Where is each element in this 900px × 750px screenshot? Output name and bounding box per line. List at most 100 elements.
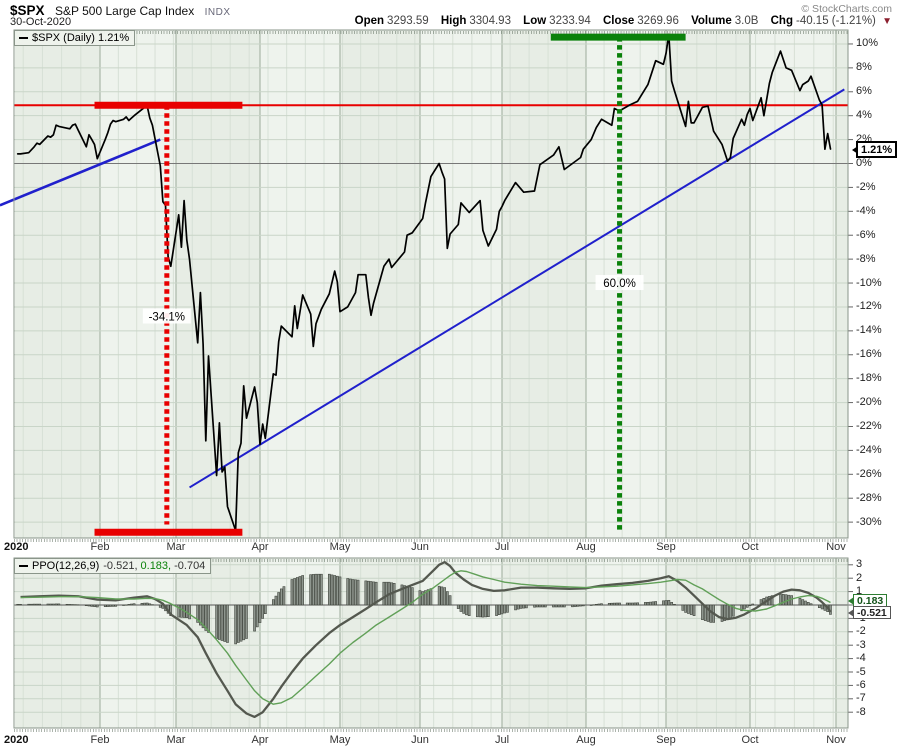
x-axis-month-label: Mar bbox=[166, 734, 186, 746]
ppo-top-tickstrip bbox=[14, 559, 848, 562]
open-label: Open bbox=[354, 15, 385, 27]
spx-line-swatch-icon bbox=[19, 37, 28, 39]
last-price-tag-label: 1.21% bbox=[861, 143, 893, 156]
y-axis-label: -8 bbox=[856, 705, 866, 718]
y-axis-label: -20% bbox=[856, 396, 882, 409]
x-axis-month-label: Sep bbox=[656, 541, 676, 553]
x-axis-month-label: Feb bbox=[90, 541, 110, 553]
low-label: Low bbox=[523, 15, 547, 27]
decline-vline-label-bg bbox=[142, 308, 191, 324]
change-down-arrow-icon: ▼ bbox=[882, 16, 892, 27]
ppo-legend-ppo-value: -0.521, bbox=[103, 560, 138, 572]
ppo-legend[interactable]: PPO(12,26,9) -0.521, 0.183, -0.704 bbox=[14, 558, 212, 574]
main-chart-legend[interactable]: $SPX (Daily) 1.21% bbox=[14, 30, 136, 46]
y-axis-label: -6 bbox=[856, 678, 866, 691]
x-axis-month-label: Oct bbox=[741, 734, 759, 746]
y-axis-label: -2 bbox=[856, 625, 866, 638]
y-axis-label: -22% bbox=[856, 419, 882, 432]
x-axis-month-label: Jul bbox=[494, 734, 510, 746]
y-axis-label: 8% bbox=[856, 61, 872, 74]
month-band bbox=[15, 558, 100, 728]
last-price-tag: 1.21% bbox=[852, 141, 898, 158]
main-top-tickstrip bbox=[14, 31, 848, 34]
low-value: 3233.94 bbox=[549, 15, 591, 27]
y-axis-label: -24% bbox=[856, 443, 882, 456]
ppo-signal-line[interactable] bbox=[20, 570, 831, 705]
month-band bbox=[100, 30, 176, 538]
x-axis-month-label: Jun bbox=[411, 541, 429, 553]
y-axis-label: 2 bbox=[856, 571, 863, 584]
x-axis-month-label: Apr bbox=[251, 734, 269, 746]
month-band bbox=[836, 558, 848, 728]
ppo-legend-name: PPO(12,26,9) bbox=[32, 560, 100, 572]
ppo-line-swatch-icon bbox=[19, 565, 28, 567]
y-axis-label: -4 bbox=[856, 652, 866, 665]
y-axis-label: -18% bbox=[856, 372, 882, 385]
ppo-line[interactable] bbox=[20, 560, 832, 719]
x-axis-month-label: Jul bbox=[494, 541, 510, 553]
month-band bbox=[750, 558, 836, 728]
y-axis-label: -8% bbox=[856, 252, 876, 265]
y-axis-label: 3 bbox=[856, 558, 863, 571]
volume-value: 3.0B bbox=[734, 15, 759, 27]
quote-summary: Open 3293.59 High 3304.93 Low 3233.94 Close… bbox=[346, 15, 892, 27]
advance-vline-label: 60.0% bbox=[603, 278, 636, 290]
open-value: 3293.59 bbox=[387, 15, 429, 27]
x-axis-month-label: Sep bbox=[656, 734, 676, 746]
x-axis-month-label: Nov bbox=[826, 734, 846, 746]
y-axis-label: -7 bbox=[856, 692, 866, 705]
month-band bbox=[502, 30, 586, 538]
y-axis-label: -10% bbox=[856, 276, 882, 289]
trendline-1[interactable] bbox=[0, 138, 161, 207]
chart-title: $SPX S&P 500 Large Cap Index INDX bbox=[10, 2, 231, 20]
main-legend-label: $SPX (Daily) 1.21% bbox=[32, 32, 130, 44]
y-axis-label: 10% bbox=[856, 37, 879, 50]
x-axis-year-label: 2020 bbox=[4, 734, 29, 746]
main-bottom-tickstrip bbox=[14, 539, 848, 542]
x-axis-month-label: Aug bbox=[576, 734, 596, 746]
x-axis-month-label: Jun bbox=[411, 734, 429, 746]
tag-left-arrow-icon bbox=[848, 596, 854, 605]
x-axis-month-label: Apr bbox=[251, 541, 269, 553]
y-axis-label: -28% bbox=[856, 491, 882, 504]
ppo-signal-tag: 0.183 bbox=[848, 594, 888, 607]
y-axis-label: 6% bbox=[856, 85, 872, 98]
month-band bbox=[420, 558, 502, 728]
decline-vline-label: -34.1% bbox=[149, 312, 185, 324]
ppo-value-tag-label: -0.521 bbox=[857, 606, 887, 619]
x-axis-month-label: Mar bbox=[166, 541, 186, 553]
x-axis-month-label: Aug bbox=[576, 541, 596, 553]
close-value: 3269.96 bbox=[637, 15, 679, 27]
ppo-histogram[interactable] bbox=[16, 573, 832, 645]
y-axis-label: 4% bbox=[856, 109, 872, 122]
price-line[interactable] bbox=[16, 33, 832, 532]
advance-vline-label-bg bbox=[595, 275, 644, 291]
y-axis-label: -16% bbox=[856, 348, 882, 361]
month-band bbox=[666, 558, 750, 728]
ppo-panel-border bbox=[13, 557, 849, 729]
ticker-name: S&P 500 Large Cap Index bbox=[54, 4, 195, 18]
month-band bbox=[100, 558, 176, 728]
y-axis-label: -14% bbox=[856, 324, 882, 337]
x-axis-month-label: Feb bbox=[90, 734, 110, 746]
x-axis-month-label: May bbox=[329, 734, 351, 746]
y-axis-label: -5 bbox=[856, 665, 866, 678]
y-axis-label: -30% bbox=[856, 515, 882, 528]
chart-date: 30-Oct-2020 bbox=[10, 16, 72, 28]
ppo-signal-tag-label: 0.183 bbox=[857, 594, 884, 607]
chg-label: Chg bbox=[770, 15, 793, 27]
close-label: Close bbox=[602, 15, 635, 27]
month-band bbox=[15, 30, 100, 538]
copyright-label: © StockCharts.com bbox=[801, 3, 892, 15]
month-band bbox=[176, 558, 260, 728]
month-band bbox=[340, 30, 420, 538]
y-axis-label: -2% bbox=[856, 180, 876, 193]
trendline-2[interactable] bbox=[189, 88, 845, 489]
month-band bbox=[836, 30, 848, 538]
ppo-legend-hist-value: -0.704 bbox=[174, 560, 206, 572]
y-axis-label: 0% bbox=[856, 157, 872, 169]
ppo-value-tag: -0.521 bbox=[848, 606, 891, 619]
y-axis-label: 1 bbox=[856, 585, 863, 598]
